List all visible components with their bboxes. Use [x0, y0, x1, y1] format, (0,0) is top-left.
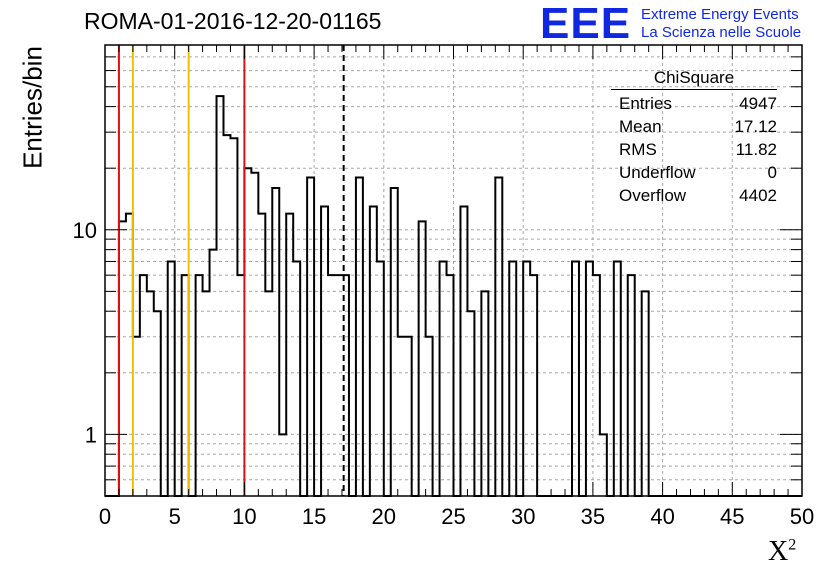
y-tick-label: 1 [85, 422, 97, 447]
stats-label: Mean [619, 117, 662, 136]
stats-label: RMS [619, 140, 657, 159]
stats-row-entries: Entries 4947 [611, 92, 777, 115]
stats-label: Overflow [619, 186, 687, 205]
stats-value: 17.12 [734, 117, 777, 136]
stats-box: ChiSquare Entries 4947 Mean 17.12 RMS 11.82… [611, 68, 777, 207]
x-tick-label: 35 [581, 504, 605, 529]
x-tick-label: 0 [99, 504, 111, 529]
x-tick-label: 15 [302, 504, 326, 529]
y-axis-label: Entries/bin [17, 46, 48, 169]
x-tick-label: 25 [441, 504, 465, 529]
stats-value: 11.82 [735, 140, 777, 159]
x-tick-label: 40 [650, 504, 674, 529]
stats-value: 0 [767, 163, 777, 182]
x-tick-label: 45 [720, 504, 744, 529]
stats-row-rms: RMS 11.82 [611, 138, 777, 161]
stats-row-underflow: Underflow 0 [611, 161, 777, 184]
eee-logo-text: Extreme Energy Events La Scienza nelle S… [641, 6, 801, 42]
stats-value: 4402 [739, 186, 777, 205]
logo-line-2: La Scienza nelle Scuole [641, 24, 802, 41]
stats-title: ChiSquare [611, 68, 777, 90]
logo-line-1: Extreme Energy Events [641, 6, 799, 23]
stats-label: Entries [619, 94, 672, 113]
y-tick-label: 10 [73, 218, 97, 243]
x-tick-label: 20 [372, 504, 396, 529]
chart-title: ROMA-01-2016-12-20-01165 [84, 8, 382, 34]
x-tick-label: 50 [790, 504, 814, 529]
eee-logo: EEE Extreme Energy Events La Scienza nel… [540, 2, 801, 46]
x-tick-label: 30 [511, 504, 535, 529]
x-tick-label: 5 [169, 504, 181, 529]
eee-logo-mark: EEE [540, 0, 632, 48]
x-tick-label: 10 [232, 504, 256, 529]
x-axis-label-base: X [768, 536, 789, 567]
x-axis-label-sup: 2 [788, 536, 797, 554]
stats-value: 4947 [739, 94, 777, 113]
stats-row-overflow: Overflow 4402 [611, 184, 777, 207]
stats-label: Underflow [619, 163, 696, 182]
stats-row-mean: Mean 17.12 [611, 115, 777, 138]
x-axis-label: X2 [768, 536, 796, 568]
